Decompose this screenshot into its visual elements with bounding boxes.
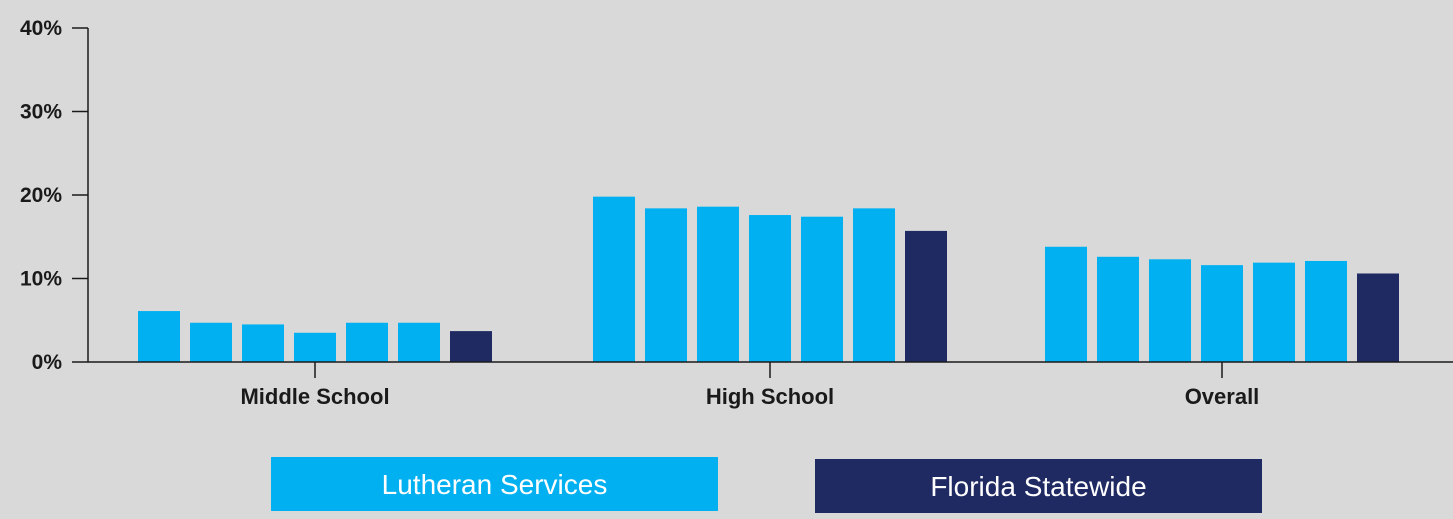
bar-lutheran-services	[398, 322, 440, 362]
legend: Lutheran Services Florida Statewide	[271, 457, 1262, 513]
legend-label-florida-statewide: Florida Statewide	[930, 471, 1146, 502]
bar-lutheran-services	[749, 215, 791, 362]
bar-lutheran-services	[853, 208, 895, 362]
bar-lutheran-services	[1253, 262, 1295, 362]
y-ticks-group: 0% 10% 20% 30% 40%	[20, 17, 88, 374]
bar-lutheran-services	[1045, 246, 1087, 362]
bar-lutheran-services	[801, 216, 843, 362]
y-tick-label: 10%	[20, 268, 62, 291]
legend-swatch-florida-statewide	[815, 459, 1262, 513]
bar-lutheran-services	[1149, 259, 1191, 362]
bar-lutheran-services	[190, 322, 232, 362]
bar-lutheran-services	[1097, 256, 1139, 362]
bar-lutheran-services	[1201, 265, 1243, 362]
x-category-label: Middle School	[240, 384, 389, 409]
y-tick-label: 40%	[20, 17, 62, 40]
bar-lutheran-services	[138, 311, 180, 362]
bar-lutheran-services	[346, 322, 388, 362]
bar-lutheran-services	[242, 324, 284, 362]
legend-label-lutheran-services: Lutheran Services	[382, 469, 608, 500]
x-category-label: Overall	[1185, 384, 1260, 409]
bar-florida-statewide	[450, 331, 492, 362]
bar-lutheran-services	[1305, 260, 1347, 362]
y-tick-label: 30%	[20, 101, 62, 124]
y-tick-label: 20%	[20, 184, 62, 207]
x-ticks-group: Middle School High School Overall	[240, 362, 1259, 409]
bar-florida-statewide	[1357, 273, 1399, 362]
bars-group	[138, 196, 1399, 362]
bar-lutheran-services	[593, 196, 635, 362]
bar-lutheran-services	[697, 206, 739, 362]
x-category-label: High School	[706, 384, 834, 409]
bar-lutheran-services	[645, 208, 687, 362]
bar-florida-statewide	[905, 230, 947, 362]
bar-lutheran-services	[294, 332, 336, 362]
legend-swatch-lutheran-services	[271, 457, 718, 511]
y-tick-label: 0%	[32, 351, 63, 374]
